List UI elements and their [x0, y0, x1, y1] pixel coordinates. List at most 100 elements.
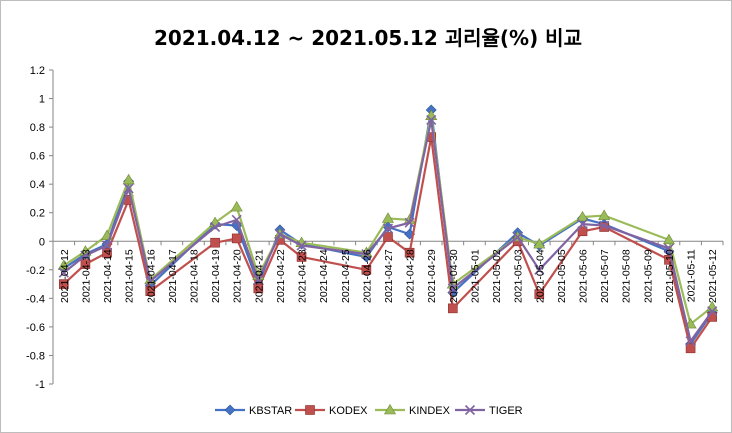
- x-tick-label: 2021-05-01: [469, 249, 481, 303]
- y-tick-label: -0.6: [26, 322, 45, 334]
- data-point-square: [145, 286, 156, 297]
- x-tick-label: 2021-05-03: [513, 249, 525, 303]
- x-tick-label: 2021-04-24: [318, 249, 330, 303]
- x-tick-label: 2021-04-17: [167, 249, 179, 303]
- data-point-triangle: [57, 259, 70, 270]
- data-point-square: [448, 303, 458, 314]
- data-point-triangle: [576, 210, 589, 222]
- data-point-square: [231, 233, 242, 244]
- x-tick-label: 2021-04-21: [253, 249, 265, 303]
- y-tick-label: 1.2: [30, 65, 45, 77]
- data-point-square: [210, 237, 220, 248]
- data-point-triangle: [381, 212, 395, 223]
- y-tick-label: 0.2: [30, 208, 45, 220]
- legend-label: TIGER: [489, 405, 523, 417]
- data-point-x: [231, 214, 242, 225]
- y-tick-label: 0: [39, 236, 45, 248]
- data-point-triangle: [383, 403, 397, 415]
- x-tick-label: 2021-05-04: [534, 249, 546, 303]
- data-point-x: [210, 221, 221, 233]
- data-point-triangle: [425, 109, 438, 120]
- data-point-triangle: [662, 233, 675, 245]
- series-tiger: [58, 114, 718, 347]
- x-tick-label: 2021-05-12: [707, 249, 719, 303]
- data-point-x: [253, 274, 264, 285]
- x-tick-label: 2021-05-10: [664, 249, 676, 303]
- data-point-x: [80, 250, 91, 261]
- data-point-x: [577, 219, 588, 230]
- x-tick-label: 2021-05-11: [686, 249, 698, 302]
- data-point-square: [577, 226, 588, 237]
- data-point-square: [253, 283, 264, 294]
- legend: KBSTAR KODEX KINDEX TIGER: [215, 403, 523, 417]
- y-tick-label: 0.8: [30, 122, 45, 134]
- x-tick-label: 2021-05-06: [578, 249, 590, 303]
- series-line-kindex: [63, 114, 713, 326]
- data-point-x: [464, 404, 476, 416]
- data-point-x: [382, 223, 394, 234]
- data-point-x: [534, 264, 545, 275]
- legend-item-kindex: KINDEX: [375, 403, 451, 417]
- data-point-square: [685, 343, 696, 354]
- data-point-square: [361, 265, 372, 275]
- data-point-diamond: [224, 404, 236, 416]
- x-tick-label: 2021-05-02: [491, 249, 503, 303]
- data-point-triangle: [533, 238, 546, 249]
- legend-item-tiger: TIGER: [455, 404, 523, 417]
- x-tick-label: 2021-04-12: [59, 249, 71, 303]
- data-point-triangle: [598, 209, 611, 220]
- x-tick-label: 2021-05-05: [556, 249, 568, 303]
- x-tick-label: 2021-04-25: [340, 249, 352, 303]
- data-point-x: [404, 217, 415, 228]
- y-tick-label: 0.6: [30, 151, 45, 163]
- data-point-square: [80, 259, 91, 269]
- x-tick-label: 2021-05-07: [599, 249, 611, 303]
- x-tick-label: 2021-04-28: [405, 249, 417, 303]
- legend-item-kodex: KODEX: [295, 405, 368, 417]
- axes: 1.2 1 0.8 0.6 0.4 0.2 0 -0.2 -0.4 -0.6 -0.8 -1: [26, 65, 724, 391]
- legend-item-kbstar: KBSTAR: [215, 404, 292, 417]
- legend-label: KODEX: [329, 405, 368, 417]
- y-tick-label: -0.4: [26, 293, 45, 305]
- x-tick-label: 2021-04-27: [383, 249, 395, 303]
- data-point-square: [296, 252, 307, 262]
- x-tick-label: 2021-05-08: [621, 249, 633, 303]
- data-point-square: [102, 247, 112, 258]
- data-point-square: [59, 279, 69, 289]
- data-point-triangle: [230, 200, 243, 212]
- data-point-x: [296, 240, 307, 251]
- data-point-x: [274, 229, 286, 240]
- data-point-x: [707, 306, 718, 317]
- data-point-square: [404, 247, 415, 258]
- data-point-square: [383, 232, 393, 242]
- series-kodex: [59, 132, 717, 354]
- legend-label: KBSTAR: [249, 405, 292, 417]
- data-point-square: [534, 289, 545, 299]
- x-tick-label: 2021-05-09: [642, 249, 654, 303]
- data-point-x: [426, 114, 437, 126]
- x-tick-label: 2021-04-29: [426, 249, 438, 303]
- data-point-x: [145, 276, 156, 287]
- data-point-x: [663, 243, 675, 254]
- y-tick-label: 1: [39, 94, 45, 106]
- x-tick-label: 2021-04-14: [102, 249, 114, 303]
- data-point-x: [447, 283, 458, 294]
- y-tick-label: 0.4: [30, 179, 45, 191]
- x-tick-label: 2021-04-16: [145, 249, 157, 303]
- data-point-square: [305, 405, 315, 415]
- data-point-x: [101, 240, 113, 251]
- series-line-kodex: [63, 135, 714, 350]
- x-tick-label: 2021-04-22: [275, 249, 287, 303]
- data-point-x: [685, 336, 696, 347]
- series-kbstar: [58, 104, 718, 350]
- data-point-x: [123, 183, 134, 194]
- data-point-x: [599, 220, 610, 231]
- x-tick-label: 2021-04-26: [361, 249, 373, 303]
- y-tick-label: -1: [35, 379, 45, 391]
- series-line-tiger: [63, 118, 714, 343]
- data-point-x: [58, 267, 69, 278]
- data-point-x: [361, 249, 372, 260]
- y-tick-label: -0.2: [26, 265, 45, 277]
